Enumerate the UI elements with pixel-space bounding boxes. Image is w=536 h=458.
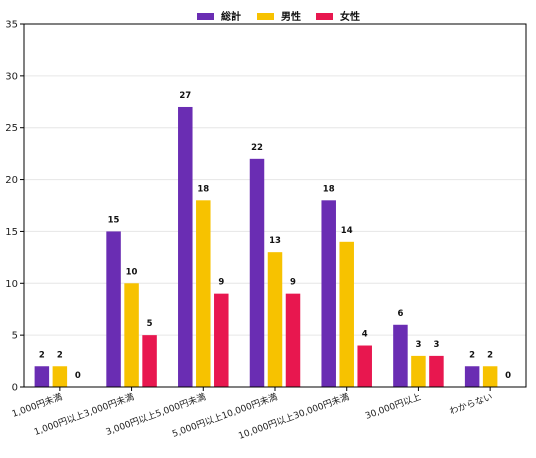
data-label: 2 <box>39 350 45 360</box>
data-label: 6 <box>397 309 403 319</box>
y-tick-label: 5 <box>12 331 18 342</box>
legend: 総計 男性 女性 <box>197 10 360 23</box>
y-tick-label: 15 <box>5 227 18 238</box>
bar-男性-6 <box>482 366 498 387</box>
x-tick-label: 1,000円未満 <box>10 391 64 420</box>
bar-女性-5 <box>429 355 444 387</box>
bar-女性-3 <box>285 293 301 387</box>
bar-総計-3 <box>249 158 265 387</box>
bar-女性-1 <box>142 335 157 387</box>
data-label: 2 <box>487 350 493 360</box>
data-label: 27 <box>179 91 191 101</box>
x-tick-label: わからない <box>448 391 494 417</box>
legend-label: 男性 <box>281 10 301 23</box>
x-axis: 1,000円未満1,000円以上3,000円未満3,000円以上5,000円未満… <box>10 387 494 442</box>
data-label: 5 <box>147 319 153 329</box>
legend-swatch-男性 <box>257 13 274 20</box>
bar-総計-1 <box>106 231 121 387</box>
data-label: 15 <box>108 215 120 225</box>
data-label: 14 <box>341 226 353 236</box>
x-tick-label: 30,000円以上 <box>364 391 423 421</box>
legend-swatch-総計 <box>197 13 214 20</box>
data-label: 9 <box>290 278 296 288</box>
y-tick-label: 20 <box>5 175 18 186</box>
data-label: 2 <box>57 350 63 360</box>
legend-swatch-女性 <box>316 13 333 20</box>
bar-総計-5 <box>393 324 408 387</box>
data-label: 10 <box>126 267 138 277</box>
data-label: 13 <box>269 236 281 246</box>
y-axis: 0 5 10 15 20 25 30 35 <box>5 20 24 394</box>
bar-男性-1 <box>124 283 139 387</box>
data-label: 0 <box>75 371 81 381</box>
bar-総計-4 <box>321 200 336 387</box>
data-label: 2 <box>469 350 475 360</box>
data-label: 18 <box>197 184 209 194</box>
legend-label: 総計 <box>221 10 241 23</box>
bar-女性-2 <box>214 293 229 387</box>
y-tick-label: 35 <box>5 20 18 31</box>
bar-総計-6 <box>464 366 480 387</box>
data-label: 18 <box>323 184 335 194</box>
bars <box>34 106 498 387</box>
x-tick-label: 10,000円以上30,000円未満 <box>237 391 351 442</box>
y-tick-label: 0 <box>12 383 18 394</box>
bar-総計-0 <box>34 366 50 387</box>
data-label: 0 <box>505 371 511 381</box>
bar-男性-2 <box>196 200 211 387</box>
bar-男性-3 <box>267 252 283 387</box>
data-label: 3 <box>415 340 421 350</box>
data-label: 22 <box>251 143 263 153</box>
y-tick-label: 30 <box>5 71 18 82</box>
y-tick-label: 25 <box>5 123 18 134</box>
bar-男性-0 <box>52 366 68 387</box>
bar-女性-4 <box>357 345 372 387</box>
bar-男性-5 <box>411 355 426 387</box>
data-label: 3 <box>433 340 439 350</box>
bar-男性-4 <box>339 241 354 387</box>
data-label: 4 <box>362 330 368 340</box>
bar-総計-2 <box>178 106 193 387</box>
y-tick-label: 10 <box>5 279 18 290</box>
legend-label: 女性 <box>340 10 360 23</box>
data-label: 9 <box>218 278 224 288</box>
